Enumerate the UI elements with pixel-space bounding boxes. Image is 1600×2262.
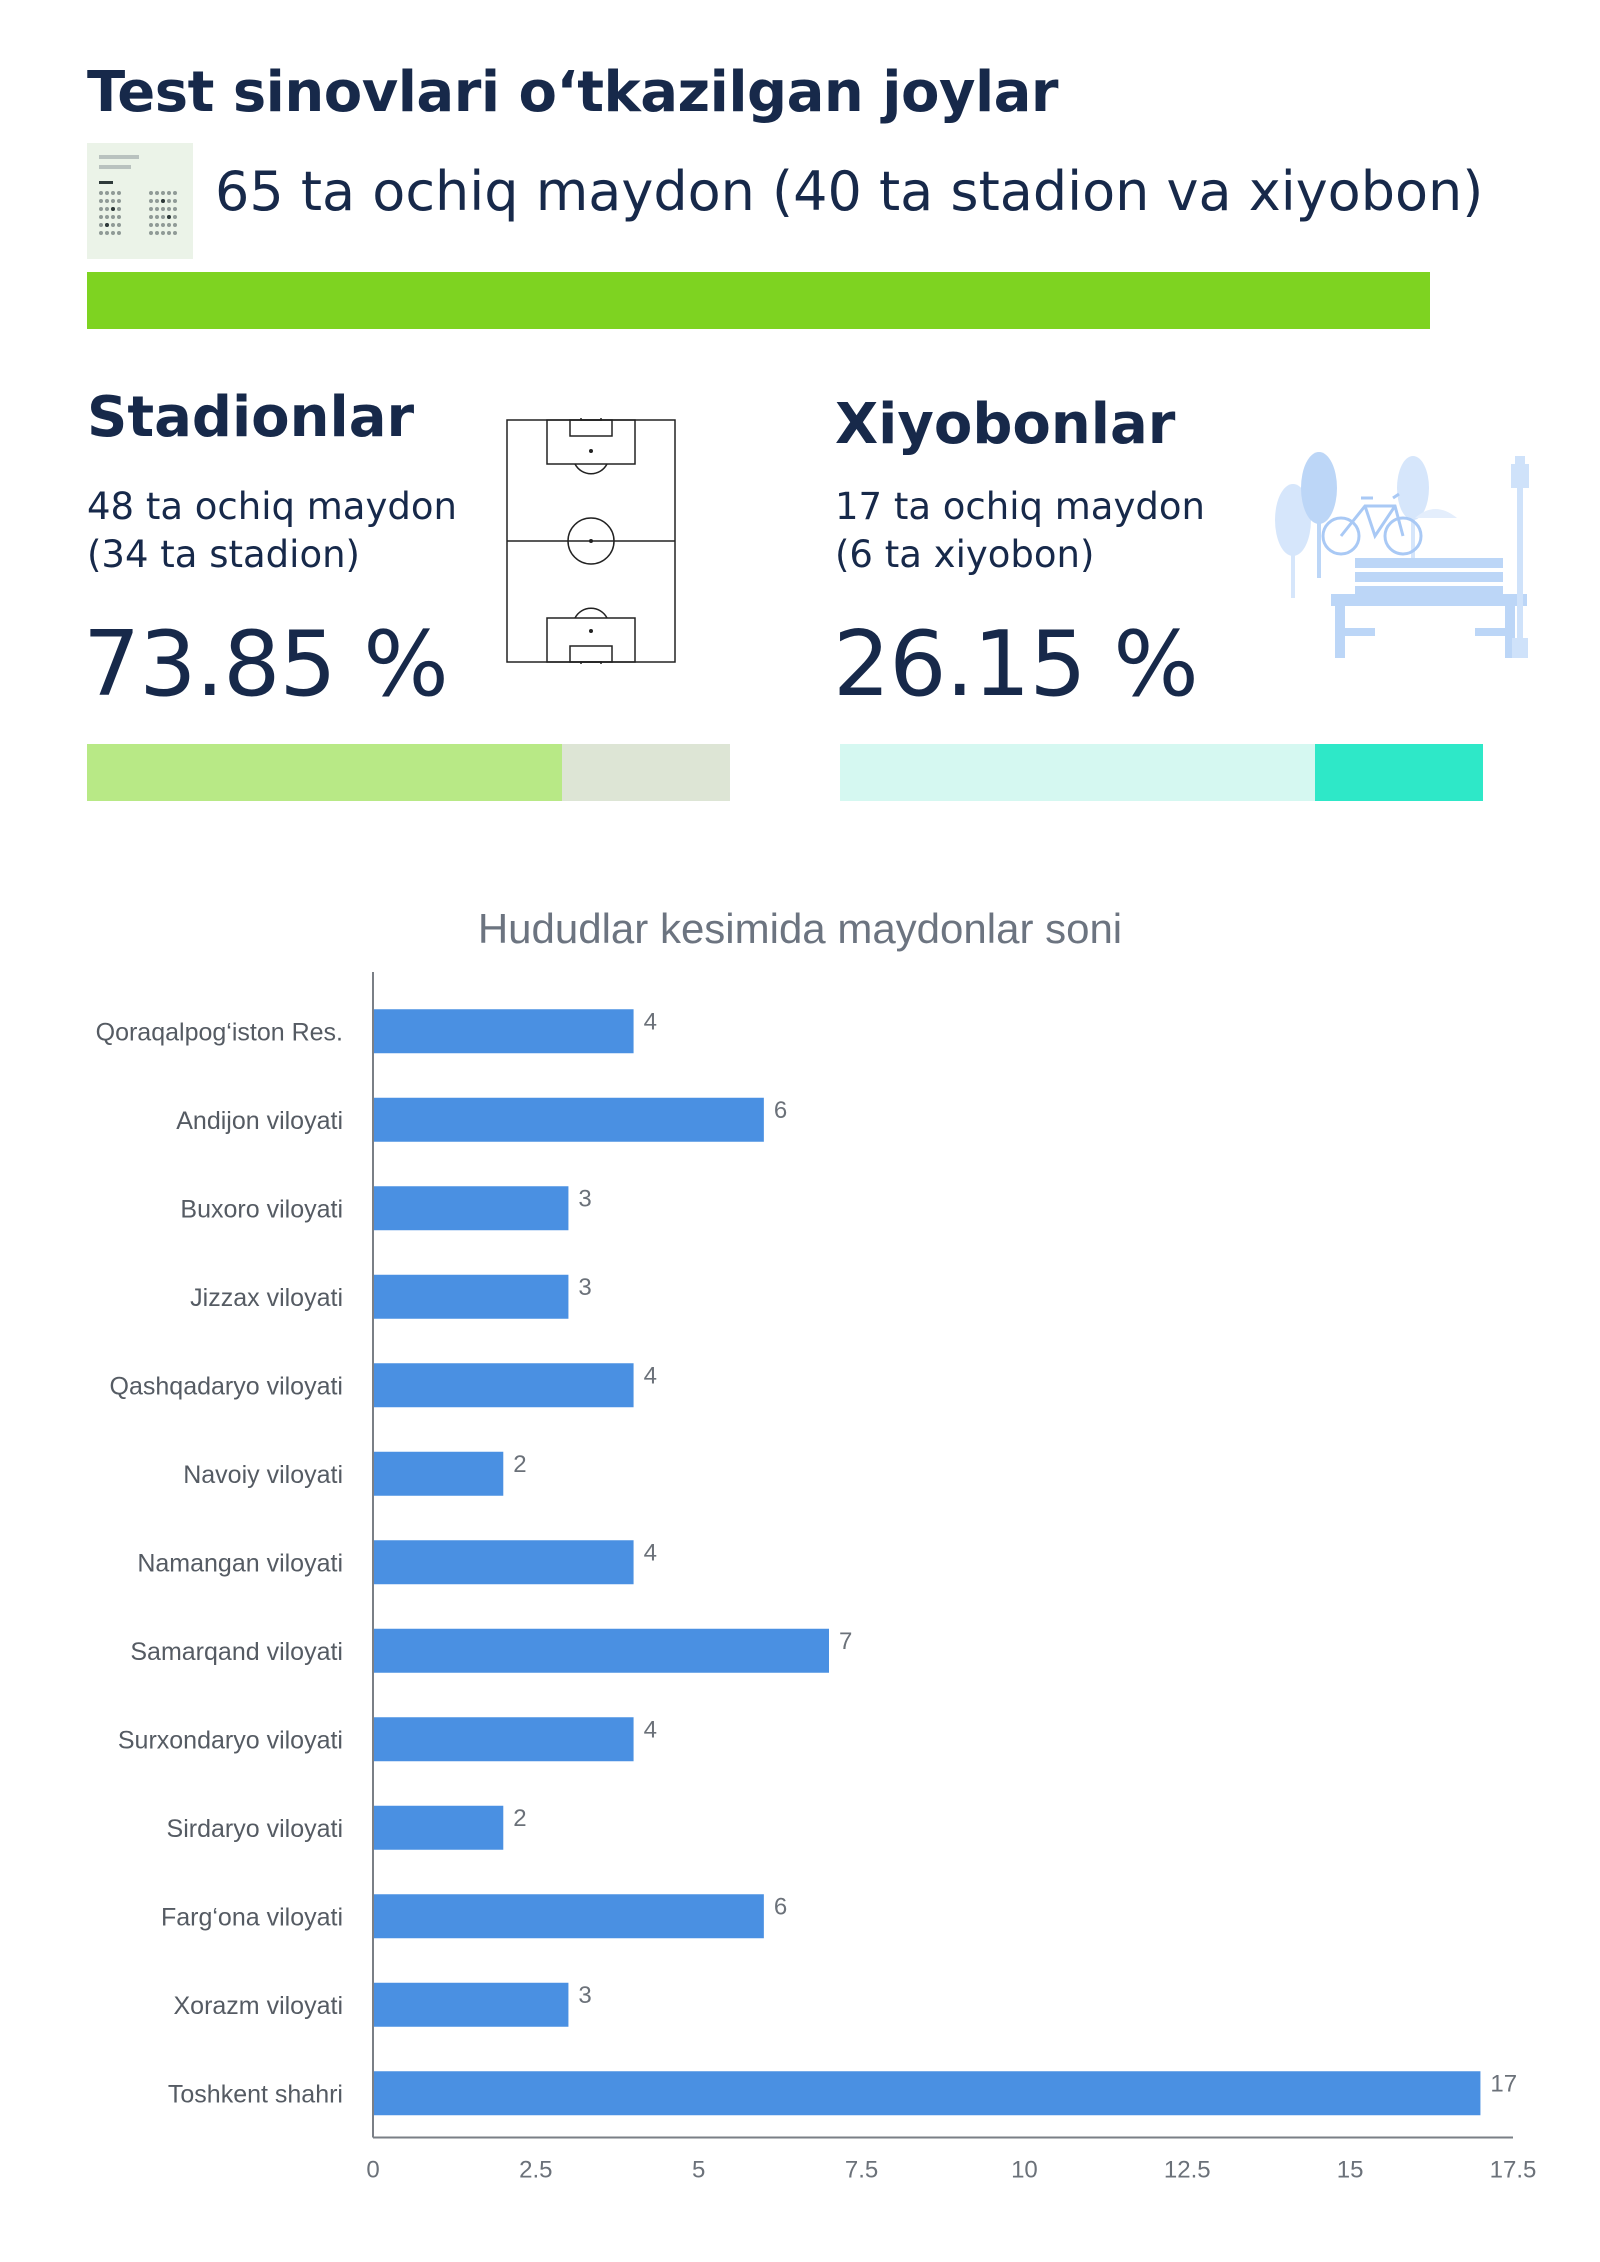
x-tick-label: 5: [692, 2157, 705, 2184]
category-label: Navoiy viloyati: [183, 1461, 343, 1489]
alleys-share-track: [840, 744, 1483, 801]
bar-7: [373, 1628, 829, 1673]
alleys-percent: 26.15 %: [833, 612, 1199, 717]
bar-4: [373, 1363, 634, 1408]
category-label: Jizzax viloyati: [190, 1284, 343, 1312]
data-label: 2: [513, 1805, 526, 1832]
stadiums-title: Stadionlar: [87, 385, 415, 450]
x-tick-label: 17.5: [1490, 2157, 1537, 2184]
chart-title: Hududlar kesimida maydonlar soni: [477, 905, 1123, 952]
category-label: Namangan viloyati: [137, 1549, 343, 1577]
page-title: Test sinovlari o‘tkazilgan joylar: [87, 60, 1059, 125]
data-label: 6: [774, 1893, 787, 1920]
stadiums-stadium-count: (34 ta stadion): [87, 533, 360, 576]
total-fields-summary: 65 ta ochiq maydon (40 ta stadion va xiy…: [215, 160, 1484, 223]
x-tick-label: 12.5: [1164, 2157, 1211, 2184]
total-fields-bar: [87, 272, 1430, 329]
data-label: 6: [774, 1097, 787, 1124]
bar-8: [373, 1717, 634, 1762]
category-label: Buxoro viloyati: [180, 1195, 343, 1223]
stadiums-share-track: [87, 744, 730, 801]
x-tick-label: 0: [366, 2157, 379, 2184]
data-label: 3: [578, 1185, 591, 1212]
data-label: 4: [644, 1362, 657, 1389]
stadiums-percent: 73.85 %: [83, 612, 449, 717]
alleys-share-fill: [1314, 744, 1483, 801]
data-label: 3: [578, 1274, 591, 1301]
data-label: 4: [644, 1716, 657, 1743]
category-label: Toshkent shahri: [168, 2080, 343, 2108]
x-tick-label: 7.5: [845, 2157, 878, 2184]
data-label: 17: [1490, 2070, 1517, 2097]
bar-3: [373, 1274, 569, 1319]
data-label: 3: [578, 1982, 591, 2009]
category-label: Samarqand viloyati: [130, 1638, 343, 1666]
bar-10: [373, 1894, 764, 1939]
bar-9: [373, 1805, 504, 1850]
category-label: Sirdaryo viloyati: [167, 1815, 343, 1843]
category-label: Qashqadaryo viloyati: [110, 1372, 343, 1400]
alleys-alley-count: (6 ta xiyobon): [835, 533, 1095, 576]
alleys-title: Xiyobonlar: [835, 392, 1176, 457]
data-label: 7: [839, 1628, 852, 1655]
data-label: 4: [644, 1008, 657, 1035]
stadiums-fields-count: 48 ta ochiq maydon: [87, 485, 457, 528]
bar-12: [373, 2071, 1481, 2116]
alleys-fields-count: 17 ta ochiq maydon: [835, 485, 1205, 528]
bar-2: [373, 1186, 569, 1231]
football-field-icon: [505, 411, 677, 671]
category-label: Andijon viloyati: [176, 1107, 343, 1135]
bar-11: [373, 1982, 569, 2027]
category-label: Surxondaryo viloyati: [118, 1726, 343, 1754]
data-label: 2: [513, 1451, 526, 1478]
x-tick-label: 2.5: [519, 2157, 552, 2184]
stadiums-share-fill: [87, 744, 562, 801]
x-tick-label: 15: [1337, 2157, 1364, 2184]
bar-0: [373, 1009, 634, 1054]
category-label: Qoraqalpog‘iston Res.: [96, 1018, 343, 1046]
bar-6: [373, 1540, 634, 1585]
bar-5: [373, 1451, 504, 1496]
category-label: Farg‘ona viloyati: [161, 1903, 343, 1931]
document-table-icon: [87, 143, 193, 259]
regions-bar-chart: Qoraqalpog‘iston Res. 4 Andijon viloyati 6 B…: [96, 972, 1537, 2184]
bar-1: [373, 1097, 764, 1142]
x-tick-label: 10: [1011, 2157, 1038, 2184]
park-bench-icon: [1265, 438, 1535, 662]
data-label: 4: [644, 1539, 657, 1566]
category-label: Xorazm viloyati: [174, 1992, 344, 2020]
